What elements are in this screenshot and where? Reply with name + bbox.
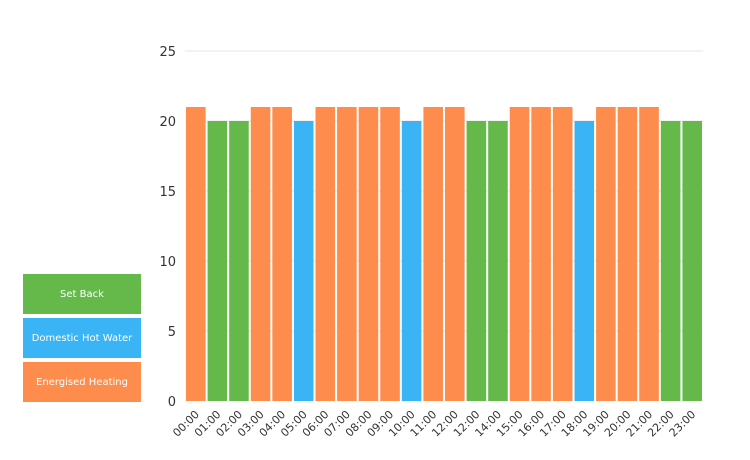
legend-domestic-hot-water: Domestic Hot Water — [23, 318, 141, 358]
bar — [574, 121, 595, 401]
legend-label: Domestic Hot Water — [31, 332, 133, 344]
bar — [186, 107, 206, 401]
bar — [358, 107, 379, 401]
legend-set-back: Set Back — [23, 274, 141, 314]
y-tick-label: 25 — [159, 45, 176, 60]
y-tick-label: 10 — [159, 255, 176, 270]
bar — [229, 121, 249, 401]
legend-label: Energised Heating — [36, 376, 128, 388]
y-tick-label: 20 — [159, 115, 176, 130]
y-tick-label: 0 — [168, 395, 176, 410]
bar — [617, 107, 638, 401]
bar — [272, 107, 292, 401]
bar — [315, 107, 336, 401]
bar — [639, 107, 659, 401]
bar — [445, 107, 465, 401]
bar — [401, 121, 422, 401]
legend-label: Set Back — [60, 288, 104, 300]
y-tick-label: 5 — [168, 325, 176, 340]
y-tick-label: 15 — [159, 185, 176, 200]
bar — [596, 107, 616, 401]
bar — [509, 107, 530, 401]
bar — [207, 121, 228, 401]
bar — [250, 107, 271, 401]
bar — [423, 107, 443, 401]
bar — [380, 107, 400, 401]
bar — [293, 121, 314, 401]
bar — [682, 121, 702, 401]
bar — [337, 107, 357, 401]
bar — [552, 107, 573, 401]
bar — [466, 121, 487, 401]
bar — [531, 107, 551, 401]
bar — [488, 121, 508, 401]
legend-energised-heating: Energised Heating — [23, 362, 141, 402]
bar — [660, 121, 681, 401]
